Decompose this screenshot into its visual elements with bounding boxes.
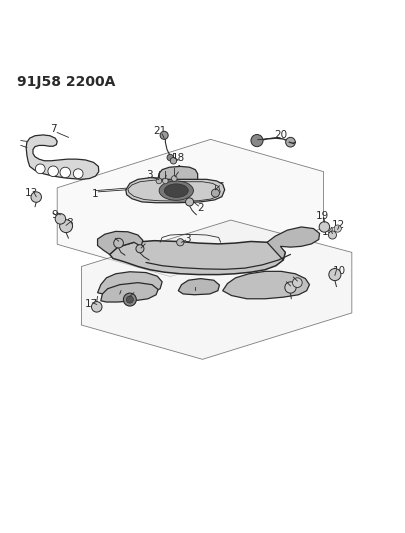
Circle shape [334,225,341,232]
Circle shape [114,238,124,248]
Text: 3: 3 [184,234,190,244]
Polygon shape [57,139,324,277]
Text: 14: 14 [322,227,335,237]
Circle shape [60,167,70,177]
Circle shape [167,154,173,161]
Polygon shape [98,231,143,254]
Circle shape [329,269,341,281]
Circle shape [136,245,144,253]
Text: 13: 13 [279,278,292,288]
Polygon shape [26,135,99,179]
Polygon shape [101,282,158,302]
Polygon shape [223,271,309,299]
Ellipse shape [164,184,188,197]
Circle shape [156,178,162,184]
Text: 4: 4 [174,165,181,175]
Text: 18: 18 [172,154,185,163]
Circle shape [328,231,337,239]
Text: 17: 17 [85,300,98,310]
Text: 12: 12 [332,220,345,230]
Text: 9: 9 [52,210,58,220]
Text: 22: 22 [106,234,119,244]
Polygon shape [158,166,198,179]
Circle shape [73,169,83,179]
Text: 2: 2 [139,240,146,251]
Polygon shape [81,220,352,359]
Text: 13: 13 [24,188,38,198]
Text: 6: 6 [217,182,224,191]
Text: 15: 15 [111,290,124,301]
Circle shape [292,278,302,287]
Circle shape [124,293,136,306]
Polygon shape [267,227,320,260]
Text: 2: 2 [197,203,204,213]
Text: 16: 16 [126,289,140,299]
Circle shape [55,214,66,224]
Text: 8: 8 [66,218,72,228]
Text: 1: 1 [92,189,99,199]
Circle shape [160,131,168,139]
Text: 5: 5 [161,168,168,179]
Text: 3: 3 [146,170,153,180]
Circle shape [285,282,296,293]
Text: 21: 21 [153,126,167,136]
Circle shape [31,192,41,203]
Circle shape [185,198,194,206]
Text: 20: 20 [275,131,288,140]
Circle shape [177,239,184,246]
Text: 8: 8 [289,273,295,283]
Circle shape [286,138,295,147]
Circle shape [171,176,177,181]
Ellipse shape [159,181,194,200]
Text: 91J58 2200A: 91J58 2200A [17,75,115,89]
Polygon shape [110,241,285,274]
Circle shape [48,166,58,176]
Circle shape [35,164,45,174]
Polygon shape [126,177,225,203]
Circle shape [170,158,177,164]
Circle shape [162,178,168,184]
Text: 11: 11 [189,287,202,296]
Circle shape [126,296,133,303]
Circle shape [60,220,72,232]
Polygon shape [98,272,162,296]
Text: 10: 10 [333,265,345,276]
Circle shape [251,134,263,147]
Circle shape [92,302,102,312]
Text: 19: 19 [316,211,329,221]
Circle shape [319,222,330,232]
Circle shape [211,189,220,197]
Text: 7: 7 [50,124,56,134]
Polygon shape [178,279,220,295]
